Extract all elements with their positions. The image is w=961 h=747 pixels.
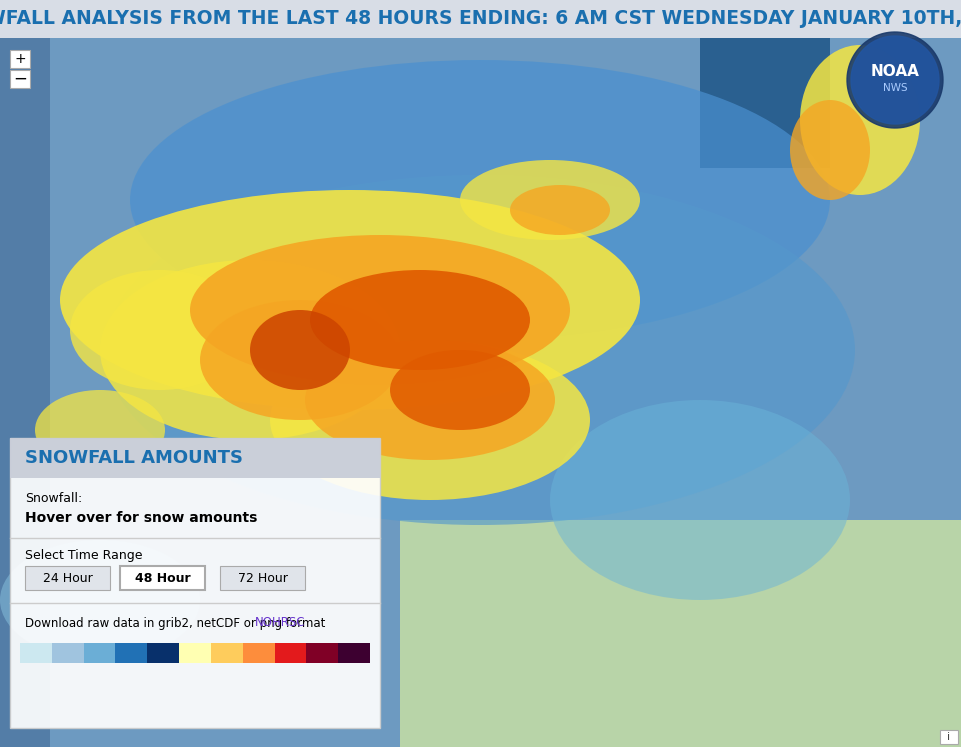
Bar [275,643,307,663]
Bar [243,643,275,663]
Ellipse shape [310,270,530,370]
Bar [84,643,115,663]
Bar [52,643,84,663]
Bar [179,643,210,663]
Ellipse shape [460,160,640,240]
Ellipse shape [305,340,555,460]
Bar [147,643,179,663]
Ellipse shape [100,260,400,440]
Bar [120,566,205,590]
Ellipse shape [390,350,530,430]
Text: Hover over for snow amounts: Hover over for snow amounts [25,511,258,525]
Bar [210,643,243,663]
Bar [25,566,110,590]
Ellipse shape [800,45,920,195]
Ellipse shape [510,185,610,235]
Bar [115,643,147,663]
Ellipse shape [105,175,855,525]
Text: Snowfall:: Snowfall: [25,492,83,504]
Polygon shape [847,32,943,128]
Ellipse shape [70,270,250,390]
Ellipse shape [60,190,640,410]
Text: Download raw data in grib2, netCDF or png format: Download raw data in grib2, netCDF or pn… [25,616,329,630]
Ellipse shape [35,390,165,470]
Ellipse shape [270,340,590,500]
Text: +: + [14,52,26,66]
Bar [700,38,830,168]
Text: NOHRSC: NOHRSC [256,616,306,630]
Text: −: − [13,70,27,88]
Text: 72 Hour: 72 Hour [237,571,287,584]
Bar [338,643,370,663]
Ellipse shape [250,310,350,390]
Text: Select Time Range: Select Time Range [25,550,142,562]
Text: SNOWFALL ANALYSIS FROM THE LAST 48 HOURS ENDING: 6 AM CST WEDNESDAY JANUARY 10TH: SNOWFALL ANALYSIS FROM THE LAST 48 HOURS… [0,10,961,28]
Bar [20,643,52,663]
Text: 24 Hour: 24 Hour [42,571,92,584]
Text: 48 Hour: 48 Hour [135,571,190,584]
Text: NWS: NWS [883,83,907,93]
Bar [307,643,338,663]
Bar [10,50,30,68]
Ellipse shape [550,400,850,600]
Bar [10,438,380,478]
Text: i: i [948,732,950,742]
Ellipse shape [790,100,870,200]
Bar [220,566,305,590]
Polygon shape [851,36,939,124]
Text: NOAA: NOAA [871,64,920,79]
Bar [10,70,30,88]
Ellipse shape [190,235,570,385]
Text: SNOWFALL AMOUNTS: SNOWFALL AMOUNTS [25,449,243,467]
Bar [0,0,961,38]
Ellipse shape [200,300,400,420]
Bar [10,438,380,728]
Ellipse shape [130,60,830,340]
Ellipse shape [0,540,200,660]
Bar [0,38,50,747]
Bar [400,520,961,747]
Bar [940,730,958,744]
